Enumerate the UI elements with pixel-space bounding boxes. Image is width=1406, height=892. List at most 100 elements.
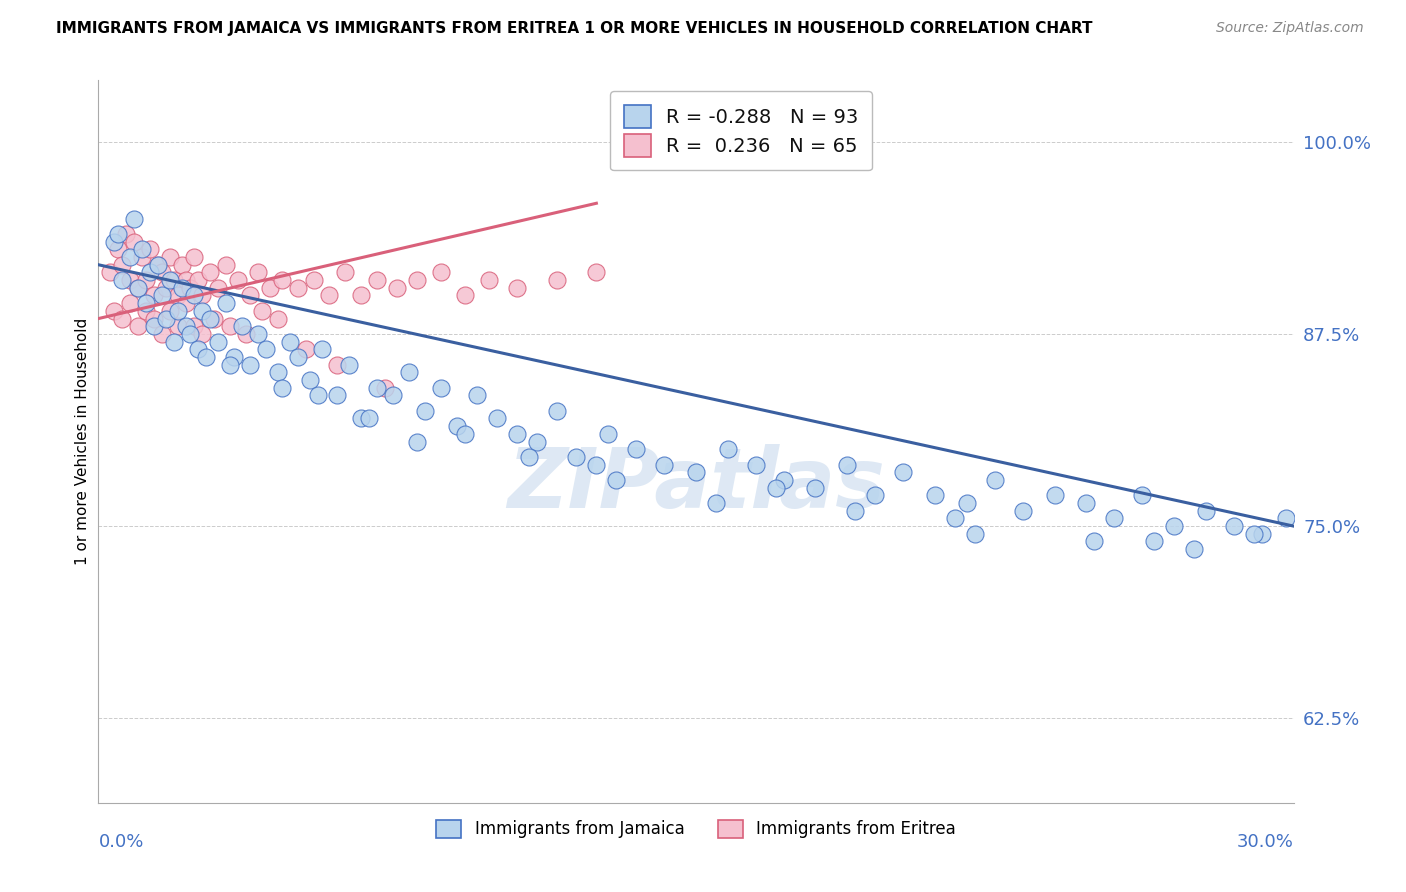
Point <box>366 273 388 287</box>
Point <box>120 273 142 287</box>
Point <box>135 296 157 310</box>
Point <box>1274 511 1296 525</box>
Point <box>207 334 229 349</box>
Text: Source: ZipAtlas.com: Source: ZipAtlas.com <box>1216 21 1364 36</box>
Point <box>198 265 221 279</box>
Point <box>159 250 181 264</box>
Point <box>239 358 262 372</box>
Point <box>454 288 477 302</box>
Point <box>187 343 209 357</box>
Point <box>565 450 588 464</box>
Point <box>891 465 914 479</box>
Point <box>135 304 157 318</box>
Point <box>111 273 134 287</box>
Point <box>111 258 134 272</box>
Point <box>191 326 214 341</box>
Point <box>239 288 262 302</box>
Point <box>382 388 405 402</box>
Legend: Immigrants from Jamaica, Immigrants from Eritrea: Immigrants from Jamaica, Immigrants from… <box>430 813 962 845</box>
Point <box>98 265 122 279</box>
Point <box>246 326 269 341</box>
Point <box>307 388 329 402</box>
Point <box>222 350 245 364</box>
Point <box>179 281 201 295</box>
Point <box>984 473 1007 487</box>
Point <box>115 227 138 241</box>
Point <box>124 211 146 226</box>
Point <box>270 273 292 287</box>
Point <box>254 343 277 357</box>
Point <box>103 235 125 249</box>
Point <box>517 450 540 464</box>
Point <box>1182 542 1205 557</box>
Point <box>1243 526 1265 541</box>
Point <box>139 265 162 279</box>
Point <box>148 258 170 272</box>
Point <box>298 373 321 387</box>
Point <box>546 404 568 418</box>
Text: ZIPatlas: ZIPatlas <box>508 444 884 525</box>
Point <box>174 296 197 310</box>
Point <box>1130 488 1153 502</box>
Point <box>107 243 129 257</box>
Point <box>150 265 173 279</box>
Point <box>350 288 373 302</box>
Point <box>127 281 149 295</box>
Point <box>187 273 209 287</box>
Point <box>198 311 221 326</box>
Point <box>135 273 157 287</box>
Point <box>1083 534 1105 549</box>
Point <box>143 311 166 326</box>
Point <box>183 250 205 264</box>
Point <box>215 258 238 272</box>
Point <box>924 488 946 502</box>
Point <box>150 288 173 302</box>
Point <box>174 273 197 287</box>
Point <box>1195 504 1218 518</box>
Point <box>430 265 453 279</box>
Point <box>302 273 325 287</box>
Point <box>1163 519 1185 533</box>
Point <box>143 288 166 302</box>
Point <box>546 273 568 287</box>
Point <box>111 311 134 326</box>
Point <box>107 227 129 241</box>
Point <box>278 334 301 349</box>
Point <box>103 304 125 318</box>
Point <box>374 381 396 395</box>
Point <box>127 281 149 295</box>
Point <box>1250 526 1272 541</box>
Point <box>366 381 388 395</box>
Point <box>963 526 986 541</box>
Point <box>943 511 966 525</box>
Point <box>626 442 648 457</box>
Point <box>335 265 357 279</box>
Point <box>127 319 149 334</box>
Point <box>226 273 249 287</box>
Point <box>717 442 740 457</box>
Point <box>215 296 238 310</box>
Text: 30.0%: 30.0% <box>1237 833 1294 851</box>
Point <box>406 273 429 287</box>
Point <box>155 311 177 326</box>
Point <box>120 296 142 310</box>
Point <box>865 488 887 502</box>
Point <box>326 358 349 372</box>
Point <box>183 288 205 302</box>
Point <box>120 250 142 264</box>
Text: 0.0%: 0.0% <box>98 833 143 851</box>
Point <box>167 319 190 334</box>
Point <box>172 281 194 295</box>
Point <box>159 304 181 318</box>
Point <box>1104 511 1126 525</box>
Point <box>745 458 768 472</box>
Point <box>956 496 979 510</box>
Point <box>398 365 420 379</box>
Point <box>259 281 281 295</box>
Point <box>1043 488 1066 502</box>
Point <box>772 473 794 487</box>
Point <box>485 411 508 425</box>
Point <box>1011 504 1033 518</box>
Point <box>478 273 501 287</box>
Point <box>131 243 153 257</box>
